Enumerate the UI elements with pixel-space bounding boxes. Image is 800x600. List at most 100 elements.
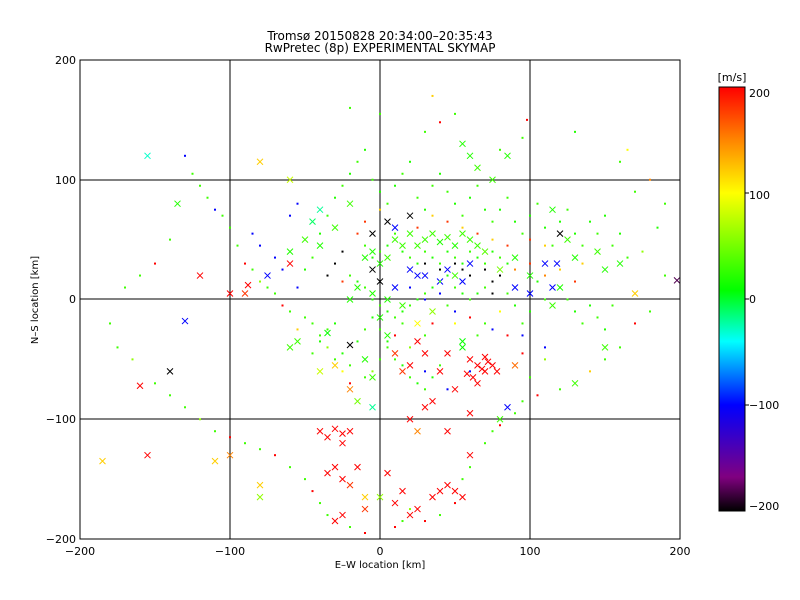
- scatter-dot-point: [386, 346, 389, 349]
- scatter-cross-point: [444, 427, 451, 435]
- scatter-cross-point: [429, 230, 436, 237]
- scatter-dot-point: [596, 232, 599, 235]
- scatter-dot-point: [619, 160, 621, 163]
- scatter-cross-point: [564, 236, 571, 243]
- scatter-cross-point: [571, 254, 579, 261]
- scatter-cross-point: [466, 356, 474, 363]
- scatter-dot-point: [379, 190, 381, 193]
- scatter-dot-point: [514, 412, 516, 415]
- scatter-dot-point: [454, 112, 456, 115]
- scatter-dot-point: [154, 382, 156, 385]
- scatter-cross-point: [136, 382, 144, 390]
- scatter-dot-point: [431, 94, 434, 97]
- scatter-cross-point: [331, 425, 339, 433]
- scatter-dot-point: [521, 322, 524, 325]
- scatter-dot-point: [349, 274, 351, 277]
- scatter-cross-point: [459, 493, 466, 501]
- scatter-dot-point: [506, 244, 509, 247]
- scatter-dot-point: [379, 250, 381, 253]
- scatter-dot-point: [364, 328, 366, 331]
- scatter-cross-point: [144, 152, 151, 160]
- scatter-dot-point: [386, 310, 389, 313]
- scatter-dot-point: [499, 148, 501, 151]
- scatter-cross-point: [144, 451, 151, 459]
- scatter-cross-point: [406, 511, 414, 519]
- scatter-cross-point: [459, 140, 466, 148]
- scatter-dot-point: [206, 196, 209, 199]
- scatter-cross-point: [324, 469, 331, 477]
- scatter-cross-point: [369, 248, 376, 255]
- scatter-cross-point: [331, 463, 339, 471]
- scatter-dot-point: [506, 334, 509, 337]
- scatter-dot-point: [259, 448, 261, 451]
- scatter-dot-point: [566, 298, 569, 301]
- scatter-dot-point: [506, 196, 509, 199]
- scatter-dot-point: [424, 334, 426, 337]
- scatter-dot-point: [364, 220, 366, 223]
- scatter-cross-point: [444, 266, 451, 273]
- scatter-cross-point: [474, 242, 481, 249]
- scatter-dot-point: [311, 322, 314, 325]
- scatter-cross-point: [226, 451, 234, 459]
- y-axis-label: N–S location [km]: [30, 256, 41, 344]
- scatter-dot-point: [664, 274, 666, 277]
- scatter-dot-point: [199, 184, 201, 187]
- scatter-dot-point: [401, 250, 404, 253]
- scatter-dot-point: [469, 298, 471, 301]
- scatter-cross-point: [406, 212, 414, 220]
- scatter-cross-point: [459, 278, 466, 285]
- scatter-dot-point: [386, 244, 389, 247]
- scatter-cross-point: [459, 338, 466, 345]
- scatter-dot-point: [266, 286, 269, 289]
- scatter-cross-point: [369, 290, 376, 297]
- scatter-dot-point: [476, 292, 479, 295]
- scatter-dot-point: [626, 256, 629, 259]
- scatter-dot-point: [514, 268, 516, 271]
- scatter-dot-point: [319, 340, 321, 343]
- scatter-dot-point: [544, 358, 546, 361]
- scatter-cross-point: [571, 379, 579, 387]
- scatter-dot-point: [581, 322, 584, 325]
- scatter-dot-point: [611, 244, 614, 247]
- scatter-dot-point: [491, 280, 494, 283]
- scatter-dot-point: [236, 244, 239, 247]
- scatter-cross-point: [406, 415, 414, 423]
- scatter-dot-point: [491, 238, 494, 241]
- scatter-dot-point: [514, 304, 516, 307]
- scatter-dot-point: [244, 442, 246, 445]
- scatter-cross-point: [256, 493, 264, 501]
- scatter-dot-point: [281, 304, 284, 307]
- y-tick-label: 100: [55, 174, 76, 187]
- scatter-dot-point: [544, 298, 546, 301]
- scatter-dot-point: [424, 262, 426, 265]
- scatter-cross-point: [399, 302, 406, 309]
- scatter-cross-point: [399, 367, 406, 375]
- scatter-dot-point: [424, 208, 426, 211]
- scatter-cross-point: [673, 276, 680, 284]
- scatter-dot-point: [431, 322, 434, 325]
- colorbar-tick-label: −200: [749, 500, 779, 513]
- scatter-cross-point: [339, 475, 346, 483]
- scatter-dot-point: [439, 268, 441, 271]
- scatter-cross-point: [436, 367, 444, 375]
- scatter-dot-point: [289, 310, 291, 313]
- scatter-dot-point: [581, 262, 584, 265]
- scatter-dot-point: [394, 526, 396, 529]
- scatter-cross-point: [354, 284, 361, 291]
- scatter-dot-point: [334, 322, 336, 325]
- scatter-dot-point: [386, 202, 389, 205]
- scatter-cross-point: [556, 230, 564, 237]
- scatter-cross-point: [369, 230, 376, 237]
- scatter-dot-point: [124, 286, 126, 289]
- y-tick-label: 0: [69, 293, 76, 306]
- scatter-dot-point: [431, 376, 434, 379]
- scatter-cross-point: [339, 430, 346, 437]
- scatter-dot-point: [439, 292, 441, 295]
- scatter-cross-point: [436, 487, 444, 495]
- scatter-dot-point: [454, 322, 456, 325]
- scatter-dot-point: [379, 304, 381, 307]
- scatter-dot-point: [289, 214, 291, 217]
- scatter-dot-point: [454, 256, 456, 259]
- scatter-cross-point: [241, 290, 249, 297]
- colorbar: [m/s] 200 100 0 −100 −200: [718, 71, 780, 513]
